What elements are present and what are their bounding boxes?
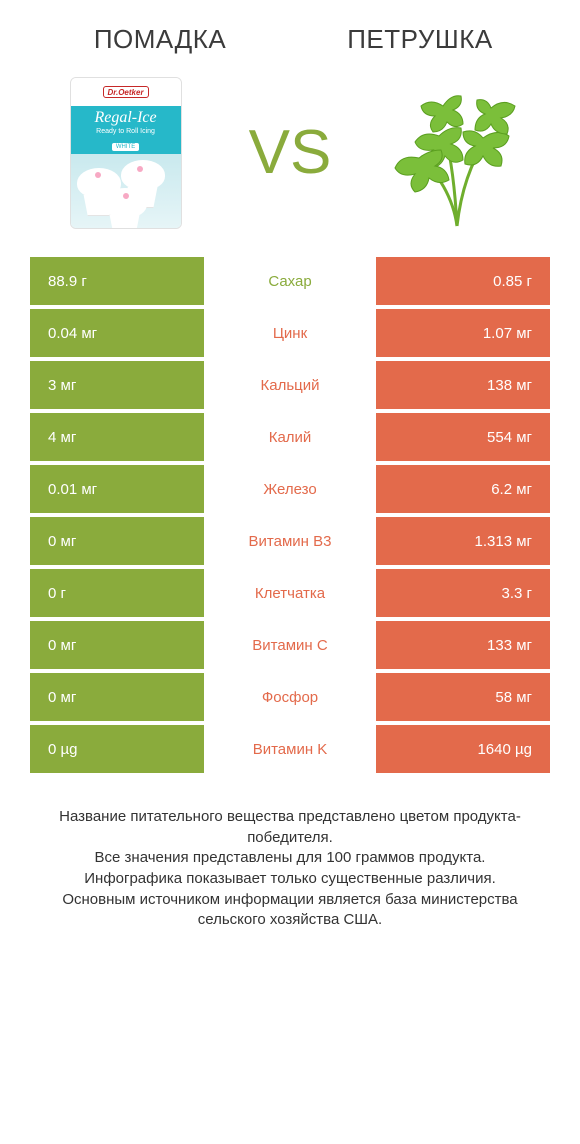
regal-ice-box-icon: Dr.Oetker Regal-Ice Ready to Roll Icing … <box>70 77 182 229</box>
value-right: 1640 µg <box>376 725 550 773</box>
value-left: 3 мг <box>30 361 204 409</box>
table-row: 0.04 мгЦинк1.07 мг <box>30 309 550 357</box>
regal-tag: WHITE <box>112 143 139 151</box>
footnote-line: Инфографика показывает только существенн… <box>30 869 550 890</box>
nutrient-name: Витамин B3 <box>204 517 376 565</box>
header-left: ПОМАДКА <box>30 24 290 55</box>
value-right: 1.313 мг <box>376 517 550 565</box>
value-left: 0.01 мг <box>30 465 204 513</box>
table-row: 3 мгКальций138 мг <box>30 361 550 409</box>
table-row: 0.01 мгЖелезо6.2 мг <box>30 465 550 513</box>
value-right: 0.85 г <box>376 257 550 305</box>
table-row: 0 µgВитамин K1640 µg <box>30 725 550 773</box>
value-right: 554 мг <box>376 413 550 461</box>
value-right: 1.07 мг <box>376 309 550 357</box>
nutrient-name: Железо <box>204 465 376 513</box>
table-row: 0 мгВитамин C133 мг <box>30 621 550 669</box>
footnote-line: Название питательного вещества представл… <box>30 807 550 848</box>
value-right: 3.3 г <box>376 569 550 617</box>
nutrient-name: Клетчатка <box>204 569 376 617</box>
value-left: 0 мг <box>30 673 204 721</box>
nutrient-name: Сахар <box>204 257 376 305</box>
nutrient-name: Фосфор <box>204 673 376 721</box>
footnote-line: Все значения представлены для 100 граммо… <box>30 848 550 869</box>
brand-label: Dr.Oetker <box>103 86 149 98</box>
value-left: 0 мг <box>30 621 204 669</box>
footnote-line: Основным источником информации является … <box>30 890 550 931</box>
regal-name: Regal-Ice <box>71 110 181 126</box>
images-row: Dr.Oetker Regal-Ice Ready to Roll Icing … <box>0 65 580 257</box>
value-left: 4 мг <box>30 413 204 461</box>
nutrient-name: Калий <box>204 413 376 461</box>
value-left: 0 µg <box>30 725 204 773</box>
value-right: 58 мг <box>376 673 550 721</box>
table-row: 4 мгКалий554 мг <box>30 413 550 461</box>
value-right: 133 мг <box>376 621 550 669</box>
value-left: 0 г <box>30 569 204 617</box>
table-row: 0 мгФосфор58 мг <box>30 673 550 721</box>
value-left: 0 мг <box>30 517 204 565</box>
product-right-image <box>374 73 534 233</box>
value-left: 0.04 мг <box>30 309 204 357</box>
nutrient-name: Кальций <box>204 361 376 409</box>
table-row: 0 гКлетчатка3.3 г <box>30 569 550 617</box>
header-right: ПЕТРУШКА <box>290 24 550 55</box>
comparison-infographic: ПОМАДКА ПЕТРУШКА Dr.Oetker Regal-Ice Rea… <box>0 0 580 931</box>
product-left-name: ПОМАДКА <box>30 24 290 55</box>
value-right: 138 мг <box>376 361 550 409</box>
value-left: 88.9 г <box>30 257 204 305</box>
table-row: 0 мгВитамин B31.313 мг <box>30 517 550 565</box>
vs-label: vs <box>249 122 332 184</box>
nutrient-name: Цинк <box>204 309 376 357</box>
regal-subtitle: Ready to Roll Icing <box>71 128 181 135</box>
nutrient-name: Витамин C <box>204 621 376 669</box>
nutrient-name: Витамин K <box>204 725 376 773</box>
header-row: ПОМАДКА ПЕТРУШКА <box>0 0 580 65</box>
value-right: 6.2 мг <box>376 465 550 513</box>
product-right-name: ПЕТРУШКА <box>290 24 550 55</box>
nutrient-table: 88.9 гСахар0.85 г0.04 мгЦинк1.07 мг3 мгК… <box>30 257 550 773</box>
product-left-image: Dr.Oetker Regal-Ice Ready to Roll Icing … <box>46 73 206 233</box>
footnote: Название питательного вещества представл… <box>30 807 550 931</box>
table-row: 88.9 гСахар0.85 г <box>30 257 550 305</box>
parsley-icon <box>379 78 529 228</box>
